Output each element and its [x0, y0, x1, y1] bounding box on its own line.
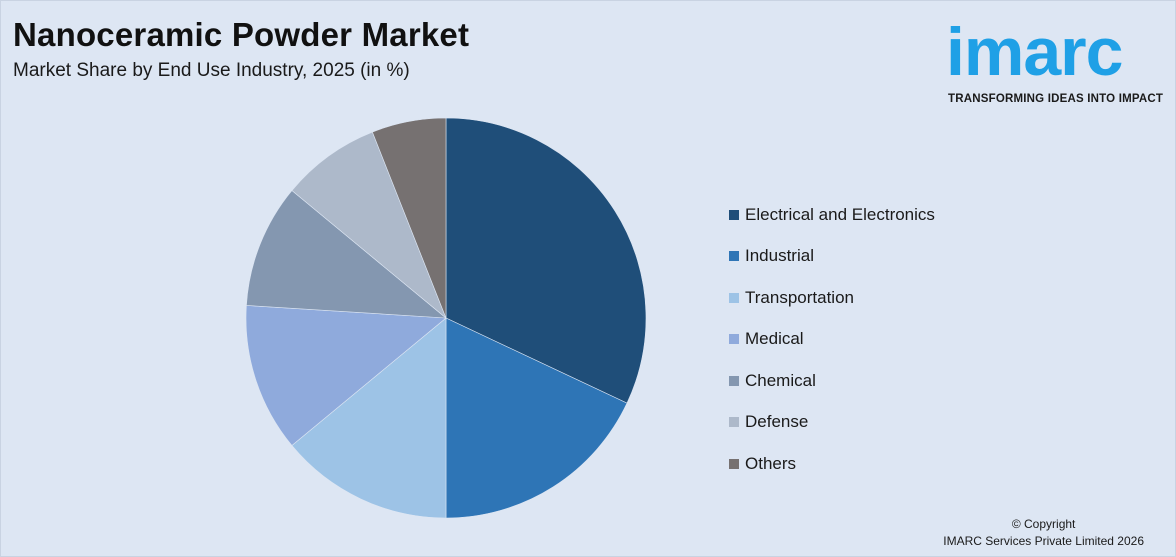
legend-item: Medical [729, 319, 935, 361]
logo-wordmark: imarc [946, 14, 1123, 90]
legend-label: Industrial [745, 246, 814, 266]
pie-slice-defense [291, 131, 447, 319]
legend-label: Defense [745, 412, 809, 432]
legend-swatch [729, 334, 739, 345]
legend-item: Chemical [729, 360, 935, 402]
legend-label: Transportation [745, 287, 854, 307]
chart-title: Nanoceramic Powder Market [13, 16, 470, 53]
legend-label: Chemical [745, 370, 816, 390]
legend-item: Others [729, 443, 935, 485]
imarc-logo: imarc TRANSFORMING IDEAS INTO IMPACT [946, 12, 1172, 108]
legend-label: Medical [745, 329, 804, 349]
legend-swatch [729, 417, 739, 428]
legend-swatch [729, 251, 739, 262]
chart-legend: Electrical and Electronics Industrial Tran… [729, 194, 935, 485]
legend-label: Electrical and Electronics [745, 204, 935, 224]
pie-slice-medical [245, 305, 447, 446]
chart-subtitle: Market Share by End Use Industry, 2025 (… [13, 60, 410, 81]
pie-chart [245, 117, 647, 519]
legend-swatch [729, 292, 739, 303]
legend-label: Others [745, 453, 797, 473]
legend-swatch [729, 375, 739, 386]
copyright-notice: © Copyright IMARC Services Private Limit… [943, 516, 1144, 550]
pie-slice-transportation [291, 317, 447, 519]
copyright-line-1: © Copyright [1011, 517, 1076, 531]
pie-slice-electrical-and-electronics [445, 117, 647, 404]
legend-item: Electrical and Electronics [729, 194, 935, 236]
legend-item: Defense [729, 402, 935, 444]
pie-slice-industrial [445, 317, 628, 519]
legend-item: Industrial [729, 236, 935, 278]
pie-slice-others [371, 117, 447, 319]
copyright-line-2: IMARC Services Private Limited 2026 [943, 534, 1144, 548]
pie-slice-chemical [246, 190, 447, 319]
legend-item: Transportation [729, 277, 935, 319]
legend-swatch [729, 209, 739, 220]
legend-swatch [729, 458, 739, 469]
logo-tagline: TRANSFORMING IDEAS INTO IMPACT [948, 93, 1164, 105]
